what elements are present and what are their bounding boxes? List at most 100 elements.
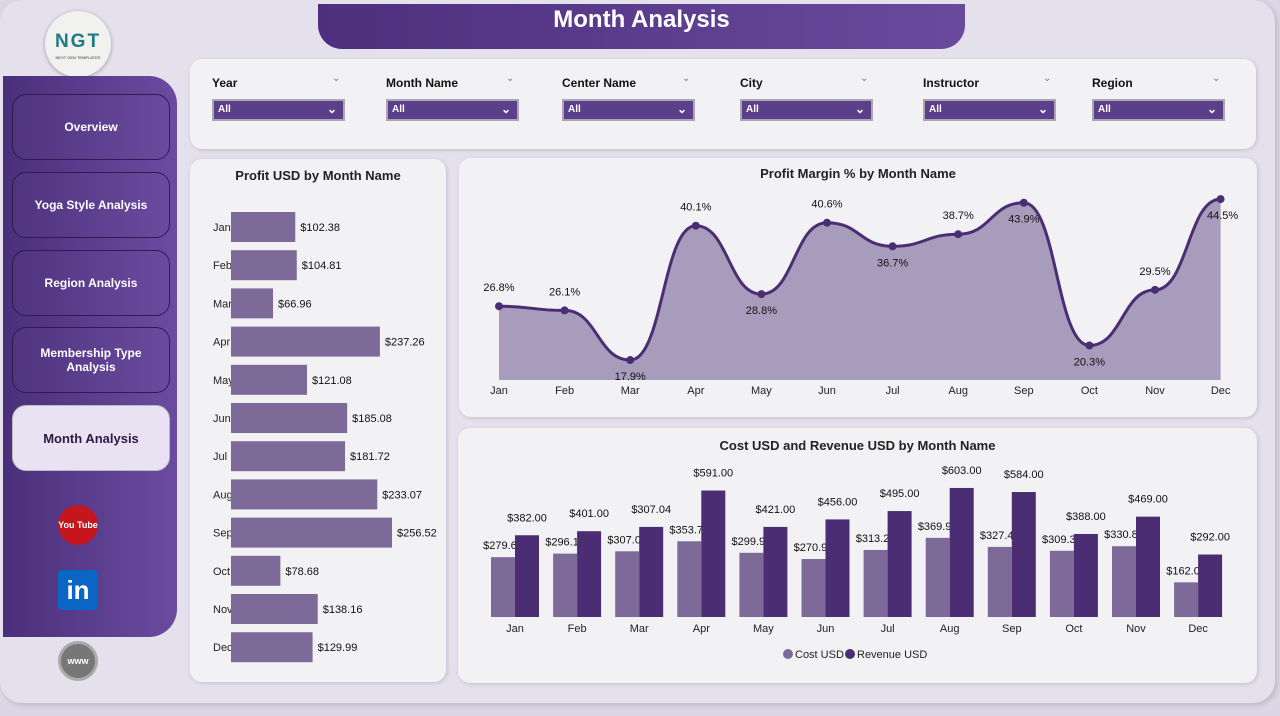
x-tick-label: Oct [1065, 623, 1082, 635]
x-tick-label: Nov [1126, 623, 1146, 635]
nav-yoga-style-analysis[interactable]: Yoga Style Analysis [12, 172, 170, 238]
data-label: $584.00 [1004, 469, 1044, 481]
x-tick-label: Oct [1081, 385, 1098, 397]
x-tick-label: Mar [630, 623, 649, 635]
x-tick-label: Jul [881, 623, 895, 635]
chevron-down-icon[interactable]: ⌄ [1212, 73, 1221, 84]
logo-text: NGT [54, 31, 102, 52]
bar-revenue-usd [949, 487, 974, 617]
data-label: 40.6% [811, 199, 842, 211]
x-tick-label: Jan [506, 623, 524, 635]
globe-icon[interactable]: www [58, 641, 98, 681]
filter-label: Month Name [386, 76, 458, 90]
filter-dropdown[interactable]: All ⌄ [923, 99, 1056, 121]
filter-label: City [740, 76, 763, 90]
data-label: 20.3% [1074, 357, 1105, 369]
data-label: 29.5% [1139, 266, 1170, 278]
x-tick-label: Dec [1211, 385, 1231, 397]
chevron-down-icon[interactable]: ⌄ [682, 73, 691, 84]
filter-dropdown[interactable]: All ⌄ [740, 99, 873, 121]
bar [231, 364, 307, 395]
data-point [823, 218, 831, 227]
chevron-down-icon[interactable]: ⌄ [860, 73, 869, 84]
chevron-down-icon[interactable]: ⌄ [1043, 73, 1052, 84]
data-label: $292.00 [1190, 532, 1230, 544]
nav-membership-type-analysis[interactable]: Membership Type Analysis [12, 327, 170, 393]
data-label: $104.81 [302, 260, 342, 272]
bar-revenue-usd [701, 490, 726, 617]
profit-bar-chart: Jan $102.38 Feb $104.81 Mar $66.96 Apr $237.26 M… [213, 212, 437, 663]
x-tick-label: Sep [1002, 623, 1022, 635]
data-label: $456.00 [818, 496, 858, 508]
data-label: $382.00 [507, 512, 547, 524]
filter-dropdown[interactable]: All ⌄ [386, 99, 519, 121]
nav-month-analysis[interactable]: Month Analysis [12, 405, 170, 471]
data-point [626, 356, 635, 365]
data-label: $102.38 [300, 222, 340, 234]
x-tick-label: Aug [940, 623, 960, 635]
category-label: Oct [213, 566, 230, 578]
bar-revenue-usd [1011, 492, 1036, 617]
data-label: $469.00 [1128, 494, 1168, 506]
nav-overview[interactable]: Overview [12, 94, 170, 160]
category-label: Apr [213, 337, 230, 349]
data-label: 26.1% [549, 286, 580, 298]
data-point [1216, 195, 1225, 204]
data-label: $296.19 [545, 537, 585, 549]
bar-cost-usd [801, 559, 826, 617]
chevron-down-icon[interactable]: ⌄ [506, 73, 515, 84]
x-tick-label: Feb [568, 623, 587, 635]
linkedin-icon[interactable]: in [58, 570, 98, 610]
bar-cost-usd [1049, 550, 1074, 617]
bar [231, 479, 378, 510]
bar-revenue-usd [887, 511, 912, 617]
bar [231, 594, 318, 624]
bar-revenue-usd [763, 526, 788, 617]
category-label: Dec [213, 642, 233, 654]
nav-region-analysis[interactable]: Region Analysis [12, 250, 170, 316]
data-label: $78.68 [285, 566, 319, 578]
category-label: Feb [213, 260, 232, 272]
filter-value: All [218, 104, 231, 115]
legend-marker [845, 649, 855, 659]
bar [231, 326, 380, 357]
filter-dropdown[interactable]: All ⌄ [212, 99, 345, 121]
data-label: $495.00 [880, 488, 920, 500]
filter-label: Instructor [923, 76, 980, 90]
margin-chart-panel: Profit Margin % by Month Name 26.8% Jan 26… [459, 158, 1257, 417]
category-label: May [213, 375, 234, 387]
bar-cost-usd [739, 552, 764, 617]
data-label: $313.28 [856, 533, 896, 545]
chevron-down-icon[interactable]: ⌄ [332, 73, 341, 84]
category-label: Sep [213, 528, 233, 540]
x-tick-label: Jan [490, 385, 508, 397]
data-label: $256.52 [397, 528, 437, 540]
data-label: 40.1% [680, 202, 711, 214]
filter-dropdown[interactable]: All ⌄ [562, 99, 695, 121]
bar-cost-usd [987, 546, 1012, 617]
data-label: $138.16 [323, 604, 363, 616]
data-label: $181.72 [350, 451, 390, 463]
data-label: $299.92 [732, 536, 772, 548]
x-tick-label: Jul [886, 385, 900, 397]
data-point [1019, 198, 1028, 207]
legend-label: Revenue USD [857, 649, 927, 661]
category-label: Nov [213, 604, 233, 616]
chart-title: Profit USD by Month Name [235, 168, 401, 183]
youtube-icon[interactable]: You Tube [58, 505, 98, 545]
data-label: $162.01 [1166, 565, 1206, 577]
chevron-down-icon: ⌄ [1037, 102, 1048, 116]
data-label: $401.00 [569, 508, 609, 520]
x-tick-label: Mar [621, 385, 640, 397]
category-label: Aug [213, 489, 233, 501]
data-label: $591.00 [693, 468, 733, 480]
data-point [1151, 285, 1159, 294]
data-point [495, 302, 503, 311]
bar-revenue-usd [825, 519, 850, 617]
bar-revenue-usd [1073, 533, 1098, 617]
filter-dropdown[interactable]: All ⌄ [1092, 99, 1225, 121]
data-label: $307.04 [631, 504, 671, 516]
bar [231, 441, 346, 472]
data-label: 43.9% [1008, 214, 1039, 226]
data-label: 26.8% [483, 282, 514, 294]
